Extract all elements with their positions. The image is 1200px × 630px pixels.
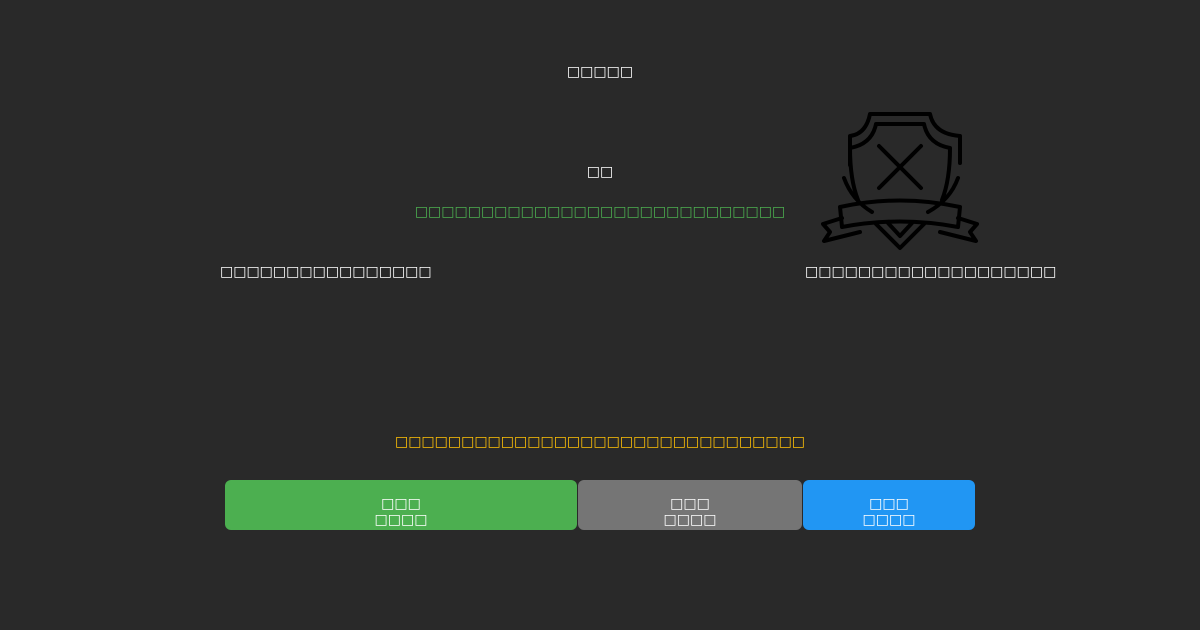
- button-label: □□□: [381, 496, 421, 512]
- button-sublabel: □□□□: [374, 512, 428, 528]
- tertiary-action-button[interactable]: □□□ □□□□: [803, 480, 975, 530]
- button-label: □□□: [670, 496, 710, 512]
- right-label: □□□□□□□□□□□□□□□□□□□: [805, 264, 1057, 280]
- subtitle: □□: [586, 164, 614, 180]
- shield-x-icon: [821, 112, 979, 250]
- secondary-action-button[interactable]: □□□ □□□□: [578, 480, 802, 530]
- warning-message: □□□□□□□□□□□□□□□□□□□□□□□□□□□□□□□: [394, 434, 806, 450]
- primary-action-button[interactable]: □□□ □□□□: [225, 480, 577, 530]
- left-label: □□□□□□□□□□□□□□□□: [220, 264, 432, 280]
- page-title: □□□□□: [566, 64, 634, 80]
- status-message: □□□□□□□□□□□□□□□□□□□□□□□□□□□□: [414, 204, 786, 220]
- button-label: □□□: [869, 496, 909, 512]
- button-sublabel: □□□□: [862, 512, 916, 528]
- button-sublabel: □□□□: [663, 512, 717, 528]
